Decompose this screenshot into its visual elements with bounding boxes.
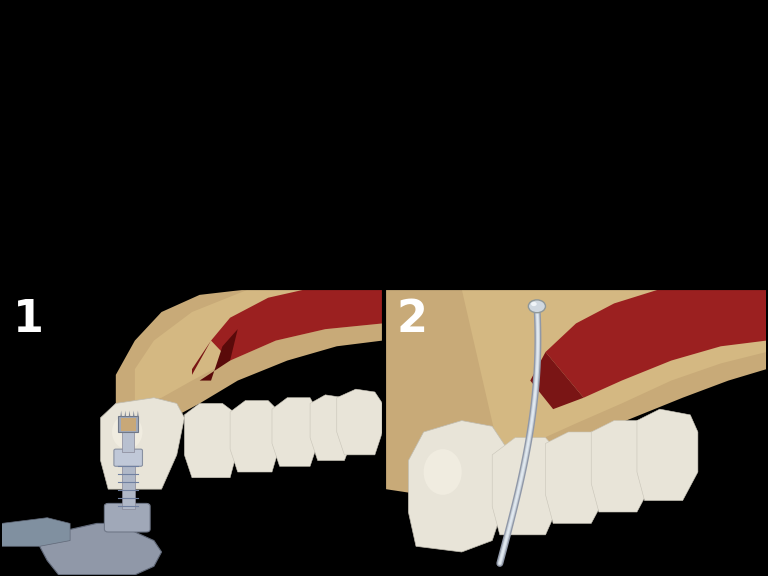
Polygon shape xyxy=(116,289,382,418)
Ellipse shape xyxy=(112,415,143,449)
Ellipse shape xyxy=(424,449,462,495)
Polygon shape xyxy=(101,397,184,489)
Polygon shape xyxy=(121,411,122,416)
FancyBboxPatch shape xyxy=(114,449,143,467)
Bar xyxy=(121,458,135,509)
Polygon shape xyxy=(40,524,161,575)
Polygon shape xyxy=(230,400,280,472)
Polygon shape xyxy=(200,329,238,381)
Polygon shape xyxy=(272,397,318,467)
Polygon shape xyxy=(409,420,508,552)
Polygon shape xyxy=(637,409,698,501)
Polygon shape xyxy=(462,289,766,455)
Polygon shape xyxy=(386,289,766,495)
Polygon shape xyxy=(133,411,134,416)
Bar xyxy=(118,416,138,432)
Bar xyxy=(122,426,134,452)
Polygon shape xyxy=(129,411,131,416)
Polygon shape xyxy=(2,518,70,546)
Polygon shape xyxy=(135,289,382,403)
Polygon shape xyxy=(530,352,584,409)
Polygon shape xyxy=(545,289,766,397)
Polygon shape xyxy=(310,395,352,461)
Polygon shape xyxy=(124,411,126,416)
Text: 1: 1 xyxy=(13,298,44,341)
Ellipse shape xyxy=(528,300,545,313)
Polygon shape xyxy=(336,389,382,455)
Bar xyxy=(121,418,136,431)
Polygon shape xyxy=(192,318,230,375)
Polygon shape xyxy=(184,403,238,478)
Polygon shape xyxy=(211,289,382,361)
FancyBboxPatch shape xyxy=(104,503,150,532)
Polygon shape xyxy=(137,411,139,416)
Polygon shape xyxy=(591,420,652,512)
Ellipse shape xyxy=(531,302,537,306)
Polygon shape xyxy=(545,432,607,524)
Text: 2: 2 xyxy=(397,298,428,341)
Polygon shape xyxy=(492,438,561,535)
